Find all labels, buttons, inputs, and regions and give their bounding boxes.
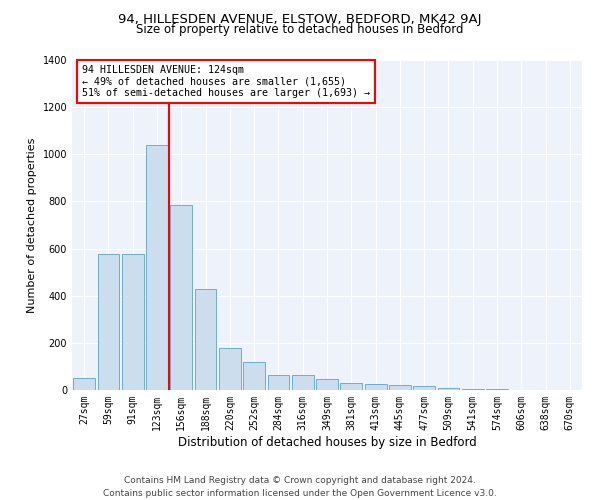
Text: Size of property relative to detached houses in Bedford: Size of property relative to detached ho… xyxy=(136,22,464,36)
Bar xyxy=(243,362,265,390)
X-axis label: Distribution of detached houses by size in Bedford: Distribution of detached houses by size … xyxy=(178,436,476,448)
Bar xyxy=(73,378,95,390)
Text: 94 HILLESDEN AVENUE: 124sqm
← 49% of detached houses are smaller (1,655)
51% of : 94 HILLESDEN AVENUE: 124sqm ← 49% of det… xyxy=(82,65,370,98)
Bar xyxy=(389,386,411,390)
Bar xyxy=(146,145,168,390)
Text: 94, HILLESDEN AVENUE, ELSTOW, BEDFORD, MK42 9AJ: 94, HILLESDEN AVENUE, ELSTOW, BEDFORD, M… xyxy=(118,12,482,26)
Bar xyxy=(219,348,241,390)
Bar xyxy=(365,384,386,390)
Bar xyxy=(340,383,362,390)
Bar xyxy=(437,388,460,390)
Bar xyxy=(413,386,435,390)
Bar xyxy=(462,389,484,390)
Bar xyxy=(170,205,192,390)
Text: Contains HM Land Registry data © Crown copyright and database right 2024.
Contai: Contains HM Land Registry data © Crown c… xyxy=(103,476,497,498)
Bar xyxy=(292,374,314,390)
Bar xyxy=(97,254,119,390)
Bar xyxy=(268,374,289,390)
Y-axis label: Number of detached properties: Number of detached properties xyxy=(27,138,37,312)
Bar xyxy=(316,380,338,390)
Bar xyxy=(194,288,217,390)
Bar xyxy=(122,254,143,390)
